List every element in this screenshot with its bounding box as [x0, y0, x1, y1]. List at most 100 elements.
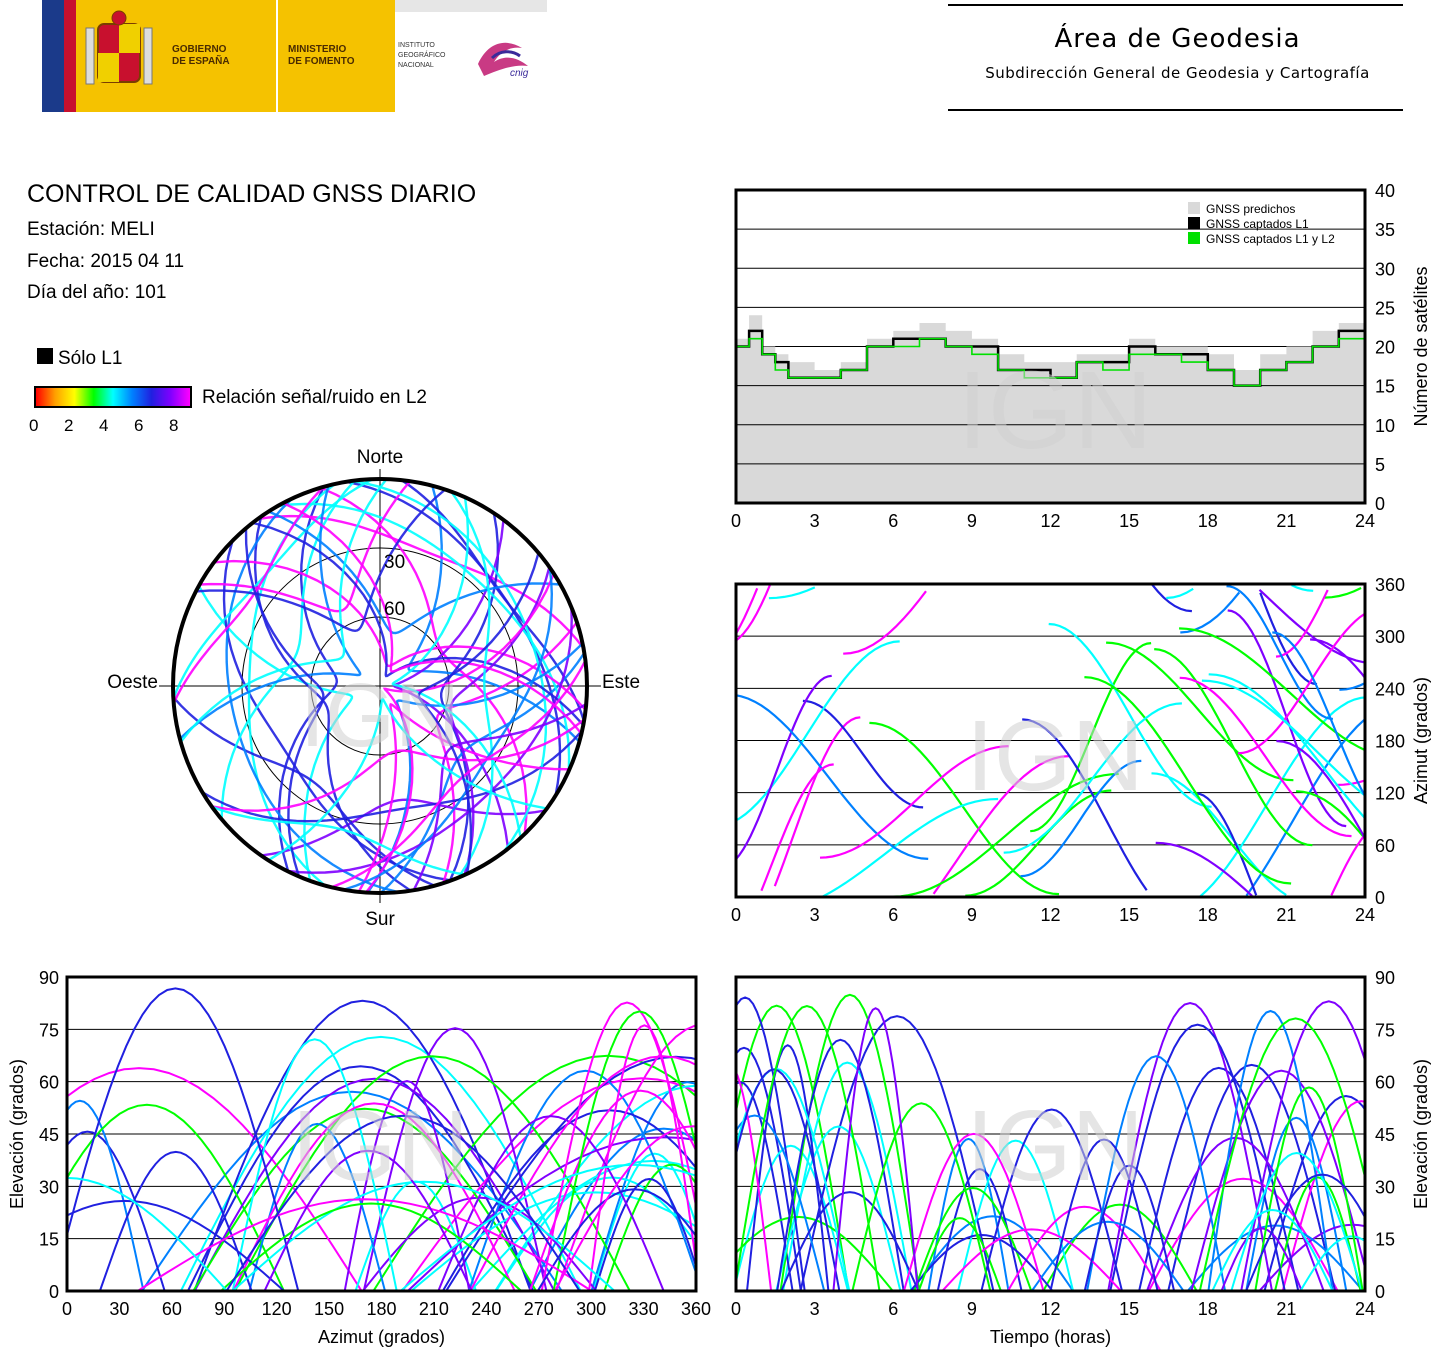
elev-azimuth-track — [67, 1199, 285, 1291]
satellite-chart: 0 5 10 15 20 25 30 35 40 0 3 6 9 12 15 18 21 24 Número de … — [731, 181, 1431, 531]
header-rule-top — [948, 4, 1403, 6]
azimuth-track — [1106, 641, 1294, 782]
satellite-chart-ytick-label: 10 — [1375, 416, 1395, 436]
elev-time-track — [1198, 1017, 1365, 1291]
legend-entry: GNSS captados L1 — [1206, 217, 1309, 231]
azimuth-track — [736, 584, 772, 642]
azimuth-track — [1237, 612, 1365, 755]
elev-azimuth-chart-xtick-label: 30 — [109, 1299, 129, 1319]
elev-azimuth-chart-ytick-label: 75 — [39, 1020, 59, 1040]
satellite-chart-xtick-label: 12 — [1040, 511, 1060, 531]
azimuth-track — [1409, 588, 1445, 677]
satellite-chart-xtick-label: 3 — [810, 511, 820, 531]
gobierno-logo: GOBIERNO DE ESPAÑA — [76, 0, 276, 112]
skyplot-track — [173, 479, 374, 699]
ign-line1: INSTITUTO — [398, 42, 435, 49]
header-logos: GOBIERNO DE ESPAÑA MINISTERIO DE FOMENTO… — [42, 0, 547, 112]
azimuth-chart-ytick-label: 60 — [1375, 836, 1395, 856]
elev-time-track — [780, 1191, 920, 1291]
skyplot-track — [173, 486, 325, 704]
satellite-chart-ytick-label: 35 — [1375, 220, 1395, 240]
elev-azimuth-track — [193, 999, 532, 1291]
elev-time-chart-ytick-label: 0 — [1375, 1282, 1385, 1302]
elev-azimuth-track — [588, 1024, 696, 1291]
elev-time-chart-xtick-label: 3 — [810, 1299, 820, 1319]
skyplot-west-label: Oeste — [107, 672, 158, 693]
azimuth-track — [736, 640, 900, 822]
elev-time-track — [736, 996, 806, 1291]
elev-azimuth-chart-xtick-label: 90 — [214, 1299, 234, 1319]
elev-time-track — [1254, 1086, 1364, 1291]
elev-time-track — [1190, 1069, 1365, 1291]
skyplot-track — [450, 490, 494, 879]
skyplot-track — [197, 585, 354, 882]
elev-azimuth-chart-watermark: IGN — [291, 1090, 469, 1202]
skyplot-horizon — [171, 477, 589, 895]
azimuth-track — [893, 772, 1119, 897]
skyplot-track — [211, 805, 466, 876]
azimuth-chart-xtick-label: 24 — [1355, 905, 1375, 925]
ign-line2: GEOGRÁFICO — [398, 52, 446, 59]
elev-azimuth-track — [232, 1180, 616, 1291]
skyplot-track — [449, 566, 551, 876]
gobierno-line2: DE ESPAÑA — [172, 56, 230, 67]
elev-azimuth-track — [528, 1127, 696, 1291]
azimuth-track — [736, 674, 832, 861]
azimuth-chart: 0 60 120 180 240 300 360 0 3 6 9 12 15 18 21 24 Azimut (… — [731, 575, 1445, 925]
elev-azimuth-chart-xtick-label: 300 — [576, 1299, 606, 1319]
skyplot-ring-label-30: 30 — [384, 552, 405, 573]
elev-time-track — [736, 1046, 802, 1291]
elev-azimuth-chart-xtick-label: 210 — [419, 1299, 449, 1319]
skyplot: IGN Norte Sur Oeste Este 30 60 — [107, 447, 640, 930]
satellite-chart-xtick-label: 6 — [888, 511, 898, 531]
azimuth-track — [821, 797, 999, 897]
header-rule-bottom — [948, 109, 1403, 111]
azimuth-track — [736, 587, 759, 636]
elev-azimuth-chart-xtick-label: 360 — [681, 1299, 711, 1319]
azimuth-track — [1179, 627, 1365, 752]
elev-time-track — [1245, 1173, 1365, 1291]
satellite-chart-xtick-label: 0 — [731, 511, 741, 531]
elev-azimuth-track — [407, 1136, 696, 1291]
elev-azimuth-chart-xlabel: Azimut (grados) — [318, 1327, 445, 1347]
azimuth-track — [1258, 588, 1365, 664]
skyplot-track — [417, 552, 540, 874]
elev-time-chart: 0 15 30 45 60 75 90 0 3 6 9 12 15 18 21 24 Elevación (gr… — [731, 968, 1431, 1347]
skyplot-track — [331, 660, 587, 889]
satellite-chart-watermark: IGN — [957, 349, 1153, 472]
elev-time-track — [779, 993, 921, 1291]
elev-time-track — [782, 1061, 913, 1291]
elev-time-track — [736, 1067, 851, 1291]
skyplot-track — [412, 702, 587, 891]
satellite-chart-border — [734, 188, 1367, 505]
elev-azimuth-chart-xtick-label: 180 — [366, 1299, 396, 1319]
skyplot-track — [391, 497, 522, 839]
azimuth-chart-xtick-label: 15 — [1119, 905, 1139, 925]
azimuth-track — [760, 763, 834, 892]
elev-time-tracks — [736, 993, 1365, 1291]
elev-time-track — [1083, 1164, 1176, 1291]
azimuth-track — [768, 586, 816, 600]
elev-time-chart-xtick-label: 18 — [1198, 1299, 1218, 1319]
elev-azimuth-track — [137, 1198, 593, 1291]
skyplot-track — [351, 479, 548, 854]
azimuth-track — [869, 721, 1060, 896]
elev-time-chart-xtick-label: 6 — [888, 1299, 898, 1319]
elev-time-track — [1109, 1023, 1286, 1291]
elev-time-track — [1107, 1001, 1273, 1291]
cnig-logo-icon: cnig — [478, 42, 529, 79]
elev-time-chart-xtick-label: 0 — [731, 1299, 741, 1319]
skyplot-track — [268, 510, 561, 635]
skyplot-track — [179, 479, 388, 743]
azimuth-track — [736, 694, 929, 860]
elev-azimuth-track — [410, 1191, 696, 1291]
satellite-chart-ytick-label: 15 — [1375, 377, 1395, 397]
satellite-chart-ytick-label: 40 — [1375, 181, 1395, 201]
elev-time-track — [1086, 1055, 1227, 1291]
azimuth-chart-xtick-label: 0 — [731, 905, 741, 925]
l1-only-swatch — [37, 348, 53, 364]
elev-azimuth-track — [554, 1125, 696, 1291]
elev-azimuth-track — [343, 1079, 471, 1291]
